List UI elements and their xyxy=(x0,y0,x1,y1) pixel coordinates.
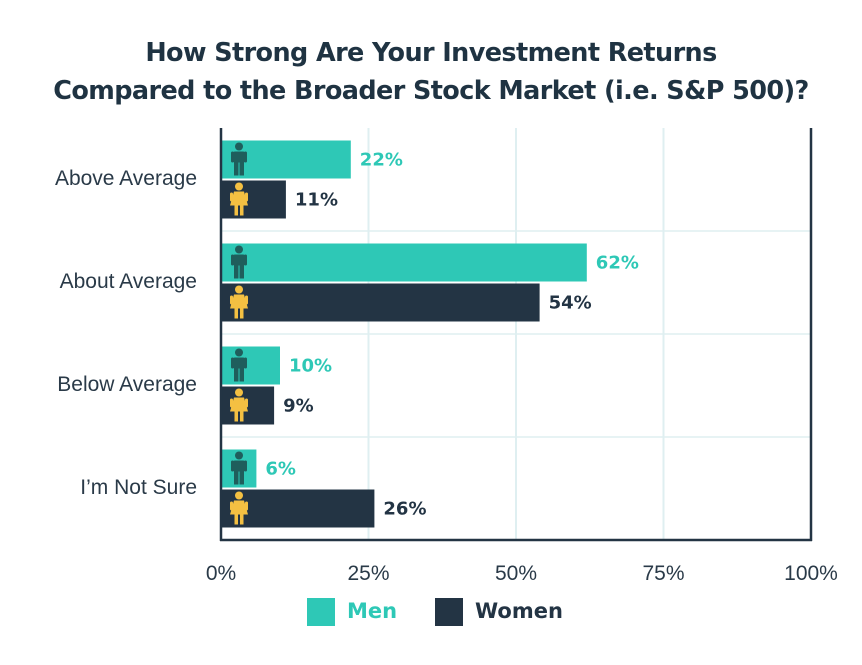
x-tick-label: 25% xyxy=(347,562,389,585)
category-label: About Average xyxy=(60,270,197,293)
category-label: Below Average xyxy=(57,373,197,396)
man-icon xyxy=(231,451,247,485)
man-icon xyxy=(231,348,247,382)
x-tick-label: 75% xyxy=(642,562,684,585)
chart-title-line-1: How Strong Are Your Investment Returns xyxy=(145,38,717,68)
data-label: 11% xyxy=(295,190,338,211)
legend-swatch-men xyxy=(307,598,335,626)
chart-title: How Strong Are Your Investment Returns C… xyxy=(0,34,862,110)
legend-label-men: Men xyxy=(347,599,398,623)
category-label: Above Average xyxy=(55,167,197,190)
woman-icon xyxy=(230,285,248,319)
legend: Men Women xyxy=(0,596,862,626)
woman-icon xyxy=(230,182,248,216)
data-label: 10% xyxy=(289,356,332,377)
category-label: I’m Not Sure xyxy=(80,476,197,499)
data-label: 6% xyxy=(265,459,296,480)
bar-women-about-average xyxy=(221,283,540,322)
x-tick-label: 50% xyxy=(495,562,537,585)
data-label: 9% xyxy=(283,396,314,417)
data-label: 22% xyxy=(360,150,403,171)
data-label: 54% xyxy=(549,293,592,314)
legend-label-women: Women xyxy=(475,599,563,623)
chart-title-line-2: Compared to the Broader Stock Market (i.… xyxy=(53,76,809,106)
data-label: 62% xyxy=(596,253,639,274)
man-icon xyxy=(231,142,247,176)
woman-icon xyxy=(230,388,248,422)
woman-icon xyxy=(230,491,248,525)
bar-men-about-average xyxy=(221,243,587,282)
legend-swatch-women xyxy=(435,598,463,626)
man-icon xyxy=(231,245,247,279)
x-tick-label: 0% xyxy=(206,562,236,585)
x-tick-label: 100% xyxy=(784,562,838,585)
data-label: 26% xyxy=(383,499,426,520)
bar-men-below-average xyxy=(221,346,280,385)
